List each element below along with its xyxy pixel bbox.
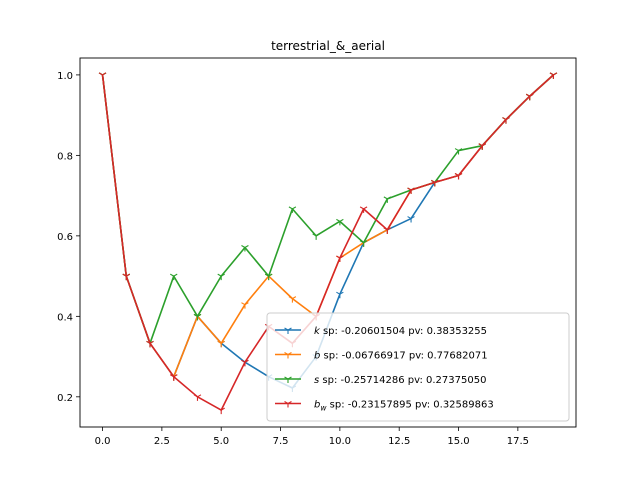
data-point [383, 196, 392, 203]
legend-label-2: s sp: -0.25714286 pv: 0.27375050 [314, 375, 486, 386]
x-tick-label: 17.5 [507, 436, 529, 447]
data-point [407, 216, 415, 223]
data-point [549, 72, 558, 79]
y-tick-label: 0.8 [57, 151, 73, 162]
data-point [264, 273, 273, 281]
series-line-2 [101, 74, 554, 345]
x-tick-label: 5.0 [213, 436, 229, 447]
data-point [169, 273, 178, 281]
data-point [312, 233, 320, 240]
legend-label-3: bw sp: -0.23157895 pv: 0.32589863 [314, 400, 494, 413]
data-point [288, 206, 297, 213]
data-point [98, 72, 107, 79]
chart-title: terrestrial_&_aerial [271, 39, 385, 53]
data-point [241, 245, 249, 252]
data-point [336, 291, 344, 299]
data-point [122, 273, 131, 281]
data-point [454, 148, 463, 155]
data-point [407, 187, 415, 194]
data-point [288, 296, 297, 303]
x-tick-label: 0.0 [95, 436, 111, 447]
legend-marker-3 [284, 401, 292, 408]
data-point [359, 240, 368, 247]
legend-box [266, 312, 570, 422]
y-tick-label: 0.4 [57, 312, 73, 323]
data-point [217, 273, 225, 281]
data-point [146, 340, 154, 348]
axes-frame [79, 57, 577, 428]
x-tick-label: 10.0 [329, 436, 351, 447]
data-point [217, 340, 225, 348]
legend-label-1: b sp: -0.06766917 pv: 0.77682071 [314, 351, 488, 362]
data-point [217, 407, 225, 415]
data-point [502, 117, 510, 124]
plot-area [98, 72, 558, 415]
data-point [478, 143, 487, 150]
data-point [169, 374, 178, 381]
data-point [193, 394, 202, 401]
series-line-3 [101, 74, 554, 411]
x-tick-label: 7.5 [273, 436, 289, 447]
x-tick-label: 15.0 [447, 436, 469, 447]
y-tick-label: 0.6 [57, 232, 73, 243]
y-tick-label: 1.0 [57, 71, 73, 82]
data-point [193, 313, 202, 321]
legend: k sp: -0.20601504 pv: 0.38353255 b sp: -0… [266, 312, 570, 422]
legend-marker-2 [284, 376, 292, 383]
data-point [359, 206, 368, 213]
data-point [383, 227, 392, 234]
data-point [241, 302, 249, 309]
legend-marker-0 [284, 327, 292, 334]
x-tick-label: 12.5 [388, 436, 410, 447]
data-point [431, 179, 439, 187]
data-point [454, 173, 463, 180]
data-point [336, 255, 344, 262]
data-point [336, 218, 344, 226]
data-point [525, 93, 534, 101]
axes: 0.0 2.5 5.0 7.5 10.0 12.5 15.0 17.5 0.2 0.4 0.6 0.8… [57, 57, 577, 447]
legend-marker-1 [284, 352, 292, 359]
legend-label-0: k sp: -0.20601504 pv: 0.38353255 [314, 326, 487, 337]
data-point [241, 359, 249, 367]
y-tick-label: 0.2 [57, 393, 73, 404]
x-tick-label: 2.5 [154, 436, 170, 447]
